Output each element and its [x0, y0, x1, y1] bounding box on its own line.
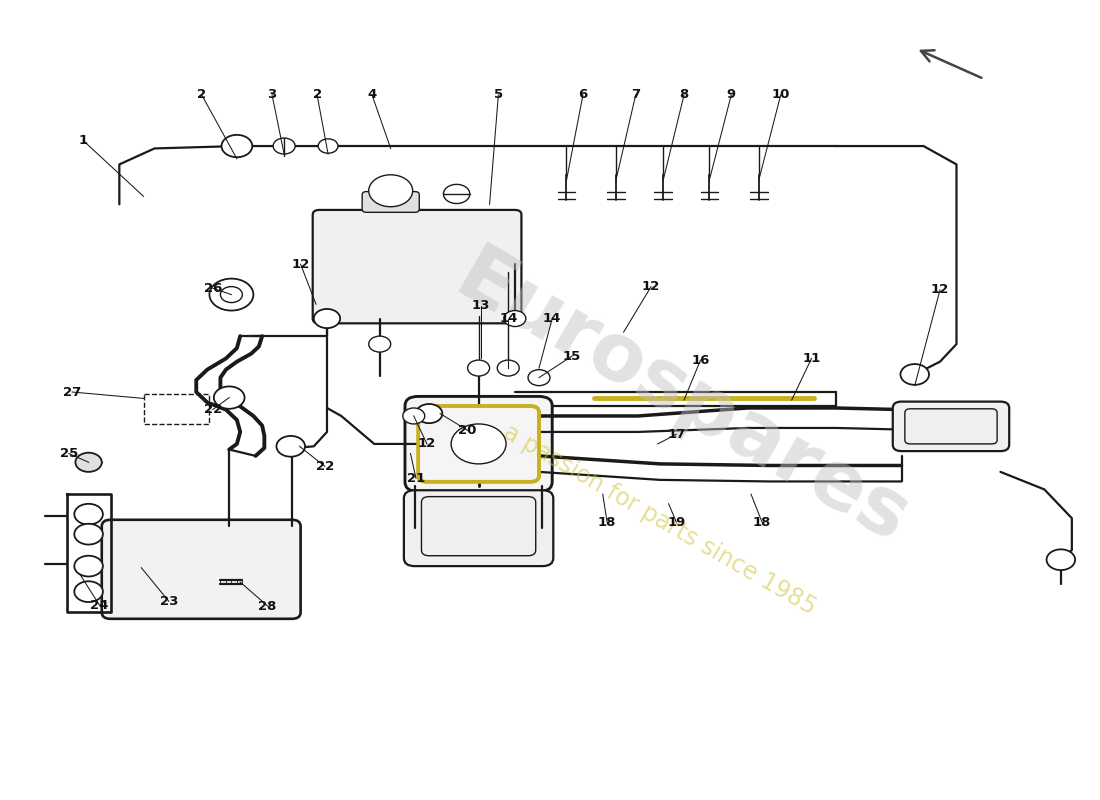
Text: Eurospares: Eurospares [441, 238, 922, 562]
Circle shape [443, 184, 470, 203]
Text: 20: 20 [459, 424, 476, 437]
Text: 23: 23 [160, 594, 178, 608]
Text: 2: 2 [197, 89, 207, 102]
Circle shape [75, 524, 103, 545]
Text: 2: 2 [312, 89, 321, 102]
Circle shape [468, 360, 490, 376]
Text: 12: 12 [292, 258, 310, 270]
Text: 11: 11 [802, 352, 821, 365]
Circle shape [318, 139, 338, 154]
Circle shape [901, 364, 930, 385]
Text: 4: 4 [367, 89, 376, 102]
FancyBboxPatch shape [405, 397, 552, 491]
FancyBboxPatch shape [404, 490, 553, 566]
Text: 27: 27 [63, 386, 81, 398]
Text: 3: 3 [267, 89, 277, 102]
Circle shape [416, 404, 442, 423]
Circle shape [75, 504, 103, 525]
Text: 16: 16 [691, 354, 710, 366]
Circle shape [1046, 550, 1075, 570]
Text: 15: 15 [563, 350, 581, 362]
Circle shape [368, 174, 412, 206]
Circle shape [314, 309, 340, 328]
Circle shape [276, 436, 305, 457]
Circle shape [528, 370, 550, 386]
Circle shape [221, 135, 252, 158]
Text: 26: 26 [204, 282, 222, 294]
FancyBboxPatch shape [362, 191, 419, 212]
Circle shape [213, 386, 244, 409]
Circle shape [368, 336, 390, 352]
Text: 12: 12 [931, 283, 949, 296]
Text: 14: 14 [499, 312, 517, 325]
Circle shape [220, 286, 242, 302]
Text: 18: 18 [752, 516, 771, 529]
Circle shape [209, 278, 253, 310]
Text: 24: 24 [90, 598, 109, 612]
Text: 8: 8 [680, 89, 689, 102]
Circle shape [75, 582, 103, 602]
Text: 7: 7 [631, 89, 640, 102]
Text: a passion for parts since 1985: a passion for parts since 1985 [499, 420, 821, 619]
Circle shape [76, 453, 102, 472]
Circle shape [451, 424, 506, 464]
Circle shape [403, 408, 425, 424]
Text: 22: 22 [316, 460, 334, 473]
Text: 13: 13 [472, 299, 490, 312]
Text: 6: 6 [579, 89, 587, 102]
Text: 10: 10 [771, 89, 790, 102]
Text: 28: 28 [258, 599, 277, 613]
FancyArrowPatch shape [921, 50, 981, 78]
FancyBboxPatch shape [102, 520, 300, 619]
Text: 9: 9 [727, 89, 736, 102]
Text: 12: 12 [418, 438, 436, 450]
Text: 14: 14 [543, 312, 561, 325]
Text: 25: 25 [59, 447, 78, 460]
Circle shape [75, 556, 103, 577]
Text: 21: 21 [407, 472, 425, 485]
Text: 18: 18 [598, 516, 616, 529]
FancyBboxPatch shape [893, 402, 1009, 451]
FancyBboxPatch shape [312, 210, 521, 323]
Circle shape [273, 138, 295, 154]
Text: 5: 5 [494, 89, 503, 102]
Text: 12: 12 [642, 280, 660, 293]
Text: 1: 1 [78, 134, 88, 147]
Circle shape [497, 360, 519, 376]
Circle shape [504, 310, 526, 326]
Text: 17: 17 [668, 428, 685, 441]
Text: 22: 22 [204, 403, 222, 416]
Text: 19: 19 [668, 516, 685, 529]
